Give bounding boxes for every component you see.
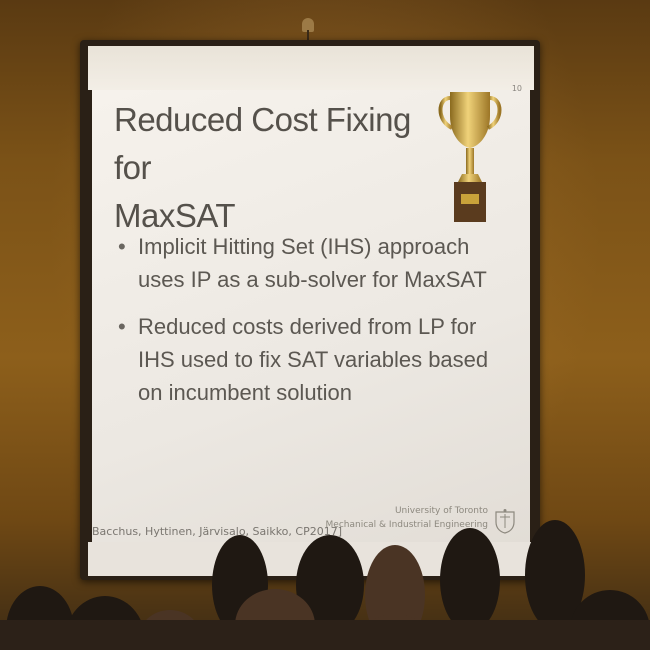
presentation-slide: 10 Reduced Cost Fixing for MaxSAT Implic… [92, 84, 530, 542]
screen-hook [302, 18, 314, 32]
slide-title: Reduced Cost Fixing for MaxSAT [114, 96, 414, 240]
slide-title-line-2: MaxSAT [114, 197, 236, 234]
university-crest-icon [495, 509, 515, 534]
screen-top-border [88, 46, 534, 90]
citation: Bacchus, Hyttinen, Järvisalo, Saikko, CP… [92, 525, 342, 538]
bullet-item: Reduced costs derived from LP for IHS us… [118, 310, 518, 409]
bullet-list: Implicit Hitting Set (IHS) approach uses… [118, 230, 518, 423]
slide-number: 10 [511, 84, 522, 93]
university-label: University of Toronto Mechanical & Indus… [326, 504, 488, 532]
screen-wire [307, 30, 309, 46]
department-name: Mechanical & Industrial Engineering [325, 520, 488, 530]
bullet-item: Implicit Hitting Set (IHS) approach uses… [118, 230, 518, 296]
university-name: University of Toronto [394, 506, 488, 516]
slide-title-line-1: Reduced Cost Fixing for [114, 101, 411, 186]
trophy-icon [438, 92, 502, 222]
